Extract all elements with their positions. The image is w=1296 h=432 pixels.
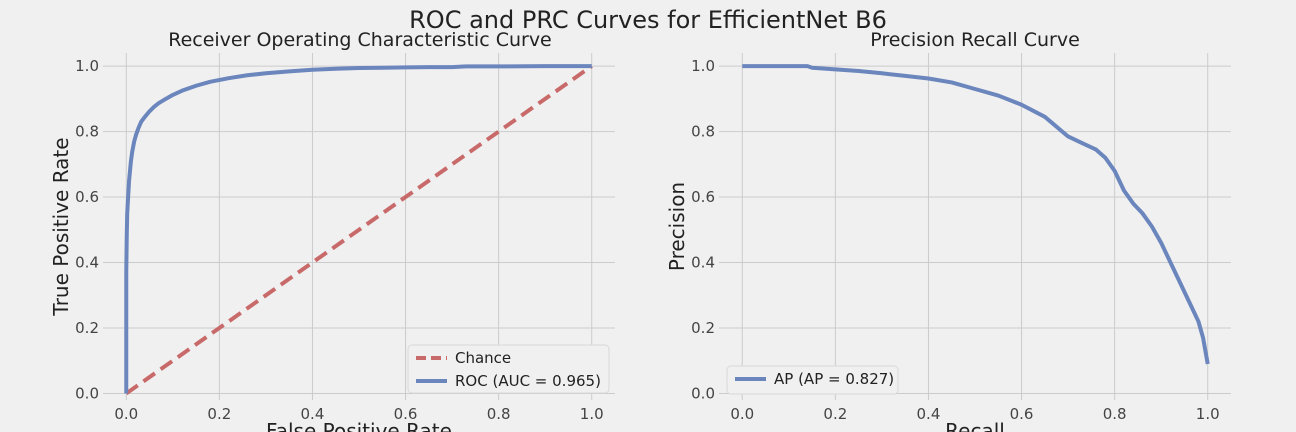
x-tick-label: 0.2 [207,405,231,423]
prc-chart: 0.0 0.2 0.4 0.6 0.8 1.0 0.0 0.2 0.4 0.6 0.8 1.0 Prec… [665,29,1231,432]
x-tick-label: 1.0 [580,405,604,423]
figure-title: ROC and PRC Curves for EfficientNet B6 [409,6,887,34]
x-tick-label: 0.6 [394,405,418,423]
legend-label: ROC (AUC = 0.965) [455,372,601,390]
y-tick-label: 0.8 [691,123,715,141]
y-tick-label: 0.6 [691,188,715,206]
x-axis-label: Recall [945,419,1005,432]
series-line-0 [125,64,593,396]
x-tick-label: 0.0 [730,405,754,423]
x-tick-label: 0.4 [917,405,941,423]
y-axis-label: True Positive Rate [49,137,73,316]
series-line-0 [742,64,1210,365]
x-tick-label: 1.0 [1196,405,1220,423]
y-tick-label: 0.0 [691,384,715,402]
roc-chart: 0.0 0.2 0.4 0.6 0.8 1.0 0.0 0.2 0.4 0.6 0.8 1.0 Rece… [49,29,615,432]
x-tick-label: 0.8 [487,405,511,423]
y-axis-label: Precision [665,182,689,271]
x-tick-label: 0.4 [301,405,325,423]
y-tick-label: 1.0 [75,57,99,75]
x-axis-label: False Positive Rate [266,419,452,432]
series-line-1 [124,64,592,394]
y-tick-label: 0.4 [75,254,99,272]
x-tick-label: 0.0 [114,405,138,423]
legend-box [407,344,610,394]
y-tick-label: 0.2 [75,319,99,337]
y-tick-label: 1.0 [691,57,715,75]
x-tick-label: 0.6 [1010,405,1034,423]
x-tick-label: 0.8 [1103,405,1127,423]
legend: Chance ROC (AUC = 0.965) [407,344,610,394]
y-tick-label: 0.4 [691,254,715,272]
legend-box [726,365,899,395]
chart-title: Precision Recall Curve [870,29,1080,51]
y-tick-label: 0.6 [75,188,99,206]
legend-label: Chance [455,349,511,367]
legend: AP (AP = 0.827) [726,365,899,395]
chart-title: Receiver Operating Characteristic Curve [168,29,552,51]
legend-label: AP (AP = 0.827) [774,370,894,388]
y-tick-label: 0.0 [75,384,99,402]
y-tick-label: 0.8 [75,123,99,141]
y-tick-label: 0.2 [691,319,715,337]
x-tick-label: 0.2 [823,405,847,423]
